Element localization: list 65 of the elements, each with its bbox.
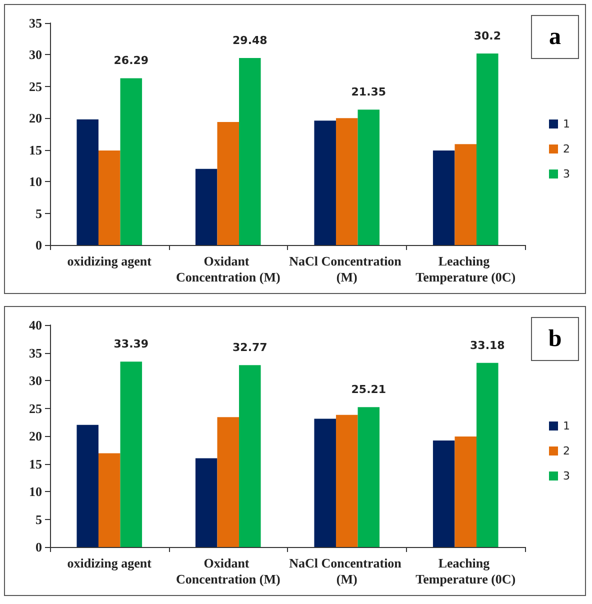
bar xyxy=(120,362,142,547)
y-tick-label: 5 xyxy=(36,512,42,527)
y-tick-label: 10 xyxy=(29,484,42,499)
y-tick-label: 30 xyxy=(29,373,42,388)
legend-label: 1 xyxy=(563,118,570,130)
bar xyxy=(217,122,240,245)
bar xyxy=(98,150,120,245)
y-tick-label: 35 xyxy=(29,345,42,360)
x-tick-label: oxidizing agent xyxy=(67,556,152,570)
text: b xyxy=(531,317,579,361)
bar xyxy=(432,150,455,245)
data-label: 33.39 xyxy=(114,338,149,351)
legend-label: 3 xyxy=(563,168,570,180)
bar xyxy=(76,424,98,547)
bar xyxy=(336,118,358,245)
y-tick-label: 35 xyxy=(29,16,42,30)
bar xyxy=(314,418,336,547)
bar xyxy=(76,119,98,245)
y-tick-label: 10 xyxy=(29,174,42,190)
x-tick-label: oxidizing agent xyxy=(67,254,152,268)
x-tick-label: Leaching Temperature (0C) xyxy=(416,254,516,284)
x-tick-label: NaCl Concentration (M) xyxy=(289,556,405,586)
bar xyxy=(358,407,380,547)
bar xyxy=(476,53,498,245)
y-tick-label: 20 xyxy=(29,110,42,126)
bar xyxy=(358,110,380,245)
data-label: 32.77 xyxy=(232,341,268,354)
text: a xyxy=(531,15,579,59)
data-label: 25.21 xyxy=(351,383,386,396)
bar xyxy=(195,168,218,245)
y-tick-label: 0 xyxy=(36,238,42,252)
data-label: 30.2 xyxy=(474,29,501,42)
x-tick-label: Oxidant Concentration (M) xyxy=(176,556,280,586)
legend-label: 3 xyxy=(563,470,570,482)
legend-label: 1 xyxy=(563,420,570,432)
y-tick-label: 25 xyxy=(29,78,42,94)
x-tick-label: NaCl Concentration (M) xyxy=(289,254,405,284)
bar xyxy=(432,440,455,547)
bar xyxy=(454,436,477,547)
x-tick-label: Oxidant Concentration (M) xyxy=(176,254,280,284)
bar xyxy=(98,453,120,547)
y-tick-label: 15 xyxy=(29,142,42,158)
legend-label: 2 xyxy=(563,444,570,458)
bar xyxy=(476,362,498,547)
data-label: 26.29 xyxy=(114,54,149,68)
y-tick-label: 30 xyxy=(29,47,42,62)
bar xyxy=(217,417,240,547)
y-tick-label: 15 xyxy=(29,456,42,472)
y-tick-label: 5 xyxy=(36,206,42,221)
bar xyxy=(314,120,336,245)
data-label: 21.35 xyxy=(351,86,386,99)
bar xyxy=(336,414,358,547)
bar xyxy=(454,144,477,245)
bar xyxy=(239,58,261,245)
data-label: 33.18 xyxy=(470,338,505,352)
data-label: 29.48 xyxy=(232,34,268,48)
y-tick-label: 20 xyxy=(29,428,42,444)
bar xyxy=(239,365,261,547)
bar xyxy=(120,78,142,245)
legend-label: 2 xyxy=(563,142,570,156)
y-tick-label: 40 xyxy=(29,318,42,332)
y-tick-label: 25 xyxy=(29,400,42,416)
x-tick-label: Leaching Temperature (0C) xyxy=(416,556,516,586)
bar xyxy=(195,458,218,547)
y-tick-label: 0 xyxy=(36,540,42,554)
